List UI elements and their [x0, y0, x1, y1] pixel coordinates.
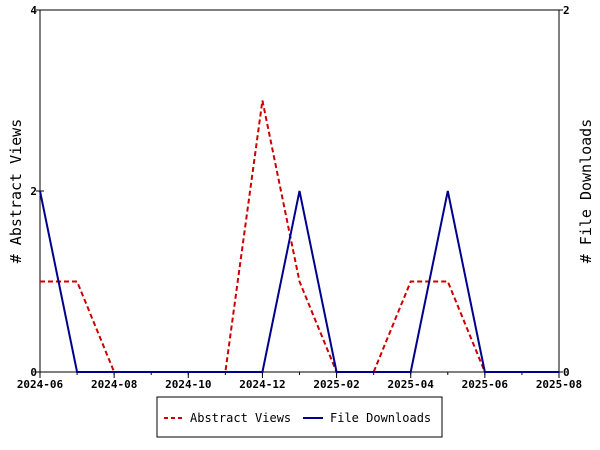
series-line-file-downloads: [39, 190, 559, 373]
left-tick-label: 4: [30, 4, 37, 17]
x-tick-label: 2024-12: [239, 378, 285, 391]
left-tick-label: 0: [30, 366, 37, 379]
right-axis-title: # File Downloads: [577, 119, 595, 264]
legend-label-abstract-views: Abstract Views: [190, 411, 291, 425]
x-tick-label: 2025-06: [462, 378, 509, 391]
x-tick-label: 2024-10: [165, 378, 211, 391]
x-tick-label: 2024-06: [17, 378, 64, 391]
left-tick-label: 2: [30, 185, 37, 198]
x-tick-label: 2025-02: [313, 378, 359, 391]
legend-box: [156, 396, 443, 438]
legend: Abstract Views File Downloads: [156, 396, 443, 438]
x-tick-label: 2025-08: [536, 378, 582, 391]
legend-label-file-downloads: File Downloads: [330, 411, 431, 425]
left-axis-title: # Abstract Views: [7, 119, 25, 264]
series-layer: [39, 100, 559, 373]
x-axis-ticks: 2024-06 2024-08 2024-10 2024-12 2025-02 2025-…: [17, 372, 582, 391]
right-axis-ticks: 02: [555, 4, 570, 379]
x-tick-label: 2024-08: [91, 378, 137, 391]
left-axis-ticks: 0 2 4: [30, 4, 44, 379]
right-tick-label: 0: [563, 366, 570, 379]
x-tick-label: 2025-04: [388, 378, 435, 391]
right-tick-label: 2: [563, 4, 570, 17]
